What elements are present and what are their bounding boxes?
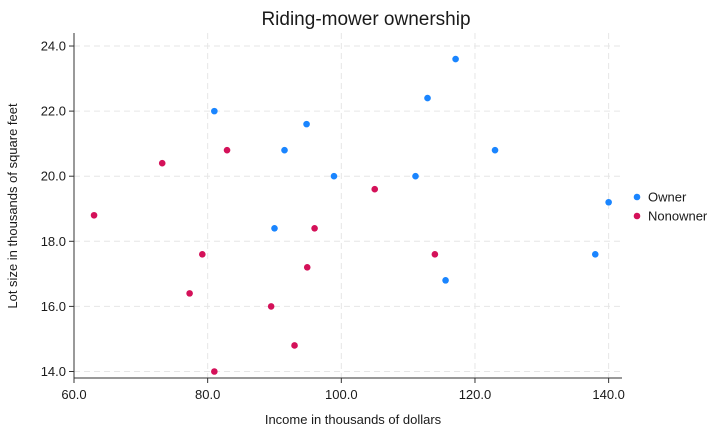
owner-point	[591, 251, 599, 258]
nonowner-point	[199, 251, 206, 258]
x-tick-label: 80.0	[195, 387, 220, 402]
nonowner-point	[223, 146, 231, 154]
legend-label-owner: Owner	[648, 190, 687, 205]
nonowner-point	[211, 368, 218, 375]
nonowner-point	[291, 342, 298, 349]
nonowner-point	[311, 224, 318, 232]
nonowner-point	[186, 290, 193, 297]
nonowner-point	[267, 303, 275, 310]
x-tick-label: 100.0	[325, 387, 358, 402]
nonowner-point	[90, 211, 98, 219]
legend: Owner Nonowner	[633, 190, 708, 224]
legend-label-nonowner: Nonowner	[648, 209, 708, 224]
nonowner-point	[431, 251, 439, 258]
y-tick-label: 18.0	[41, 234, 66, 249]
tick-labels: 60.0 80.0 100.0 120.0 140.0 14.0 16.0 18.0 20.0 2…	[41, 39, 625, 402]
y-axis-title: Lot size in thousands of square feet	[5, 103, 20, 309]
grid	[73, 33, 622, 378]
owner-point	[271, 224, 278, 232]
nonowner-point	[303, 264, 311, 271]
y-tick-label: 14.0	[41, 364, 66, 379]
owner-point	[303, 120, 310, 128]
owner-point	[330, 172, 338, 180]
y-tick-label: 22.0	[41, 104, 66, 119]
legend-marker-nonowner	[633, 212, 641, 220]
x-tick-label: 120.0	[459, 387, 492, 402]
owner-point	[412, 172, 419, 180]
owner-point	[442, 277, 449, 284]
y-tick-label: 24.0	[41, 39, 66, 54]
owner-point	[491, 146, 499, 154]
y-tick-label: 20.0	[41, 169, 66, 184]
nonowner-point	[158, 159, 166, 167]
owner-point	[424, 94, 431, 102]
x-tick-label: 140.0	[592, 387, 625, 402]
owner-point	[211, 107, 218, 115]
y-tick-label: 16.0	[41, 299, 66, 314]
owner-point	[605, 198, 612, 206]
legend-marker-owner	[633, 193, 641, 201]
axes	[73, 33, 622, 379]
x-axis-title: Income in thousands of dollars	[265, 412, 442, 427]
chart-title: Riding-mower ownership	[261, 9, 470, 30]
nonowner-point	[371, 185, 379, 193]
x-tick-label: 60.0	[61, 387, 86, 402]
owner-point	[452, 55, 459, 63]
owner-point	[281, 146, 288, 154]
data-points	[90, 55, 612, 375]
